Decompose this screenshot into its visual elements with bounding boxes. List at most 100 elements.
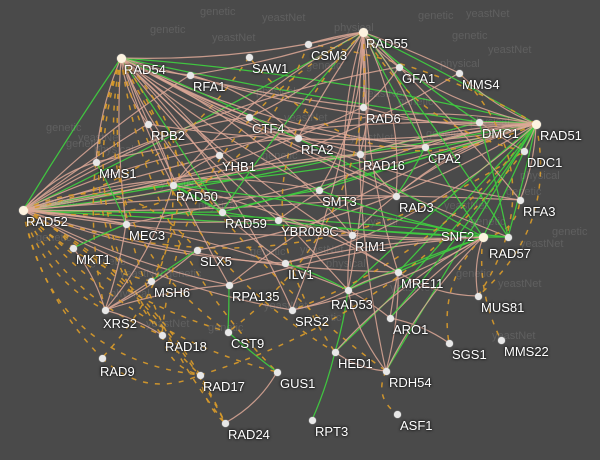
- graph-node-rpt3[interactable]: [308, 416, 316, 424]
- graph-node-rad16[interactable]: [356, 150, 364, 158]
- graph-node-srs2[interactable]: [288, 306, 296, 314]
- graph-node-rad55[interactable]: [358, 27, 368, 37]
- edge-physical: [359, 153, 397, 197]
- edge-physical: [172, 31, 364, 186]
- graph-node-rad17[interactable]: [196, 371, 204, 379]
- edge-physical: [385, 271, 399, 372]
- graph-node-ctf4[interactable]: [245, 113, 253, 121]
- graph-node-rpa135[interactable]: [225, 281, 233, 289]
- graph-node-rad52[interactable]: [18, 205, 28, 215]
- edge-yeastNet: [395, 146, 426, 197]
- graph-node-smt3[interactable]: [315, 186, 323, 194]
- edge-genetic: [480, 236, 502, 341]
- edge-physical: [297, 31, 364, 139]
- graph-node-ddc1[interactable]: [520, 147, 528, 155]
- edge-physical: [22, 123, 149, 211]
- edge-genetic: [22, 43, 309, 216]
- graph-node-rad59[interactable]: [218, 208, 226, 216]
- edge-physical: [291, 31, 364, 311]
- edge-physical: [362, 31, 399, 273]
- graph-node-aro1[interactable]: [386, 314, 394, 322]
- edge-physical: [22, 72, 460, 211]
- graph-node-rpb2[interactable]: [144, 120, 152, 128]
- edge-physical: [475, 236, 484, 297]
- graph-node-mkt1[interactable]: [69, 244, 77, 252]
- edge-genetic: [22, 209, 152, 282]
- edge-physical: [22, 66, 400, 211]
- graph-node-hed1[interactable]: [331, 348, 339, 356]
- edge-physical: [22, 209, 399, 273]
- edge-physical: [362, 31, 426, 148]
- edge-genetic: [22, 209, 106, 311]
- edge-genetic: [22, 56, 250, 211]
- graph-node-cst9[interactable]: [224, 328, 232, 336]
- graph-node-rad9[interactable]: [98, 354, 106, 362]
- graph-node-rfa1[interactable]: [186, 71, 194, 79]
- graph-node-sgs1[interactable]: [445, 339, 453, 347]
- graph-node-rad3[interactable]: [392, 192, 400, 200]
- edge-physical: [120, 57, 353, 236]
- graph-node-asf1[interactable]: [393, 410, 401, 418]
- edge-physical: [172, 154, 220, 186]
- graph-node-ilv1[interactable]: [281, 259, 289, 267]
- graph-node-rfa3[interactable]: [516, 196, 524, 204]
- edge-genetic: [22, 192, 198, 251]
- graph-node-rad57[interactable]: [504, 233, 512, 241]
- graph-node-saw1[interactable]: [245, 53, 253, 61]
- edge-physical: [125, 123, 537, 225]
- edge-physical: [362, 31, 398, 197]
- edge-genetic: [482, 199, 521, 238]
- graph-node-rfa2[interactable]: [294, 134, 302, 142]
- graph-node-snf2[interactable]: [478, 232, 488, 242]
- edge-genetic: [161, 31, 364, 336]
- edge-physical: [362, 66, 400, 108]
- graph-node-mus81[interactable]: [474, 292, 482, 300]
- graph-node-xrs2[interactable]: [101, 306, 109, 314]
- graph-node-dmc1[interactable]: [475, 118, 483, 126]
- graph-node-gus1[interactable]: [273, 368, 281, 376]
- graph-node-ybr099c[interactable]: [274, 216, 282, 224]
- edge-physical: [120, 57, 279, 221]
- edge-yeastNet: [120, 57, 480, 123]
- edge-yeastNet: [385, 123, 537, 372]
- graph-node-mms1[interactable]: [92, 158, 100, 166]
- graph-node-mre11[interactable]: [394, 268, 402, 276]
- edge-yeastNet: [72, 223, 127, 249]
- edge-genetic: [120, 57, 278, 373]
- edge-yeastNet: [507, 123, 537, 238]
- graph-node-gfa1[interactable]: [395, 63, 403, 71]
- edge-genetic: [477, 123, 542, 297]
- graph-node-yhb1[interactable]: [215, 151, 223, 159]
- graph-node-rad53[interactable]: [344, 286, 352, 294]
- edge-physical: [218, 113, 537, 156]
- edge-genetic: [381, 370, 398, 415]
- edge-genetic: [101, 357, 201, 385]
- edge-physical: [277, 123, 537, 221]
- graph-node-rad54[interactable]: [116, 53, 126, 63]
- graph-node-rad18[interactable]: [158, 331, 166, 339]
- graph-node-rdh54[interactable]: [382, 367, 390, 375]
- graph-node-cpa2[interactable]: [421, 143, 429, 151]
- graph-node-csm3[interactable]: [304, 40, 312, 48]
- graph-node-rad51[interactable]: [531, 119, 541, 129]
- graph-node-rad50[interactable]: [169, 181, 177, 189]
- edge-physical: [297, 137, 521, 201]
- edge-yeastNet: [334, 123, 537, 353]
- edge-physical: [307, 31, 364, 45]
- graph-node-mms4[interactable]: [455, 69, 463, 77]
- graph-node-msh6[interactable]: [147, 277, 155, 285]
- graph-node-rad6[interactable]: [359, 103, 367, 111]
- graph-node-slx5[interactable]: [193, 246, 201, 254]
- graph-node-rad24[interactable]: [221, 419, 229, 427]
- edge-genetic: [102, 57, 201, 376]
- graph-node-mms22[interactable]: [497, 336, 505, 344]
- edge-physical: [22, 209, 286, 264]
- edge-yeastNet: [389, 123, 537, 319]
- edge-physical: [120, 57, 320, 191]
- edge-genetic: [458, 72, 514, 297]
- edge-genetic: [120, 57, 336, 353]
- graph-node-mec3[interactable]: [122, 220, 130, 228]
- edge-physical: [22, 209, 279, 223]
- graph-node-rim1[interactable]: [348, 231, 356, 239]
